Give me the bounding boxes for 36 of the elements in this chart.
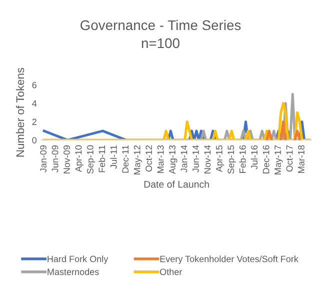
chart-title: Governance - Time Series bbox=[80, 20, 241, 30]
x-tick-label: Feb-11 bbox=[98, 145, 106, 172]
x-tick-label: Feb-16 bbox=[239, 145, 246, 173]
y-axis-title: Number of Tokens bbox=[16, 68, 24, 157]
legend-label: Every Tokenholder Votes/Soft Fork bbox=[160, 256, 298, 264]
x-tick-label: Dec-11 bbox=[122, 145, 129, 173]
legend-label: Other bbox=[160, 268, 182, 276]
line-series bbox=[42, 102, 310, 140]
legend-label: Hard Fork Only bbox=[48, 256, 108, 264]
x-axis-title: Date of Launch bbox=[144, 180, 209, 188]
y-tick-label: 6 bbox=[32, 82, 36, 88]
x-tick-label: Jan-14 bbox=[180, 145, 188, 172]
y-tick-label: 4 bbox=[32, 100, 37, 107]
chart-subtitle: n=100 bbox=[142, 38, 180, 48]
x-tick-label: Nov-09 bbox=[64, 145, 70, 174]
x-tick-label: Sep-15 bbox=[228, 145, 236, 174]
x-tick-label: Aug-13 bbox=[169, 145, 178, 174]
x-tick-label: Jun-14 bbox=[192, 145, 199, 172]
x-tick-label: Sep-10 bbox=[87, 145, 96, 174]
x-tick-label: Jun-09 bbox=[52, 145, 58, 172]
y-tick-label: 0 bbox=[32, 137, 37, 144]
y-tick-label: 2 bbox=[32, 118, 36, 125]
x-tick-label: Apr-10 bbox=[75, 145, 84, 172]
x-tick-label: Dec-16 bbox=[262, 145, 270, 174]
x-tick-label: Apr-15 bbox=[216, 145, 224, 172]
x-tick-label: Jul-11 bbox=[110, 145, 117, 169]
x-tick-label: May-17 bbox=[274, 145, 283, 174]
x-tick-label: Mar-13 bbox=[157, 145, 164, 173]
x-tick-label: Jan-09 bbox=[40, 145, 46, 172]
x-tick-label: Jul-16 bbox=[250, 145, 258, 170]
legend-label: Masternodes bbox=[48, 268, 99, 276]
x-tick-label: Mar-18 bbox=[298, 145, 304, 173]
x-tick-label: May-12 bbox=[134, 145, 142, 174]
x-tick-label: Oct-12 bbox=[146, 145, 152, 172]
x-tick-label: Nov-14 bbox=[204, 145, 211, 174]
x-tick-label: Oct-17 bbox=[286, 145, 293, 172]
